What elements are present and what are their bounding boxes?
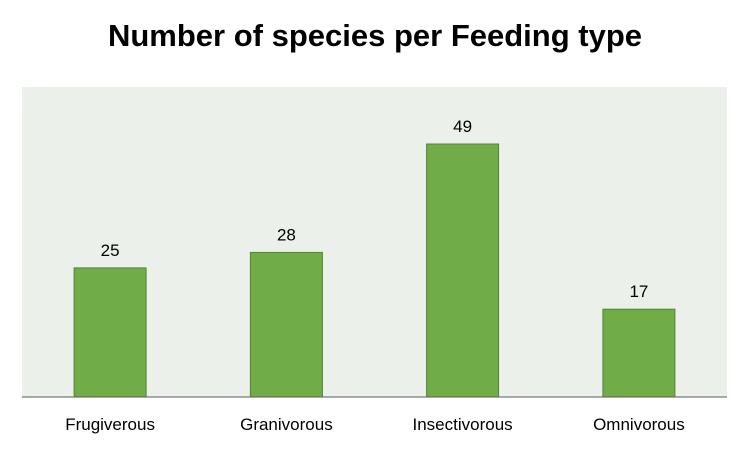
data-label-omnivorous: 17 [629, 282, 648, 301]
bars-layer [73, 143, 676, 398]
data-label-granivorous: 28 [277, 225, 296, 244]
tick-label-frugiverous: Frugiverous [65, 415, 155, 434]
tick-label-omnivorous: Omnivorous [593, 415, 685, 434]
x-tick-labels: Frugiverous Granivorous Insectivorous Omniv… [65, 415, 685, 434]
data-label-insectivorous: 49 [453, 117, 472, 136]
tick-label-insectivorous: Insectivorous [413, 415, 513, 434]
bar-granivorous [249, 251, 323, 398]
chart-title: Number of species per Feeding type [107, 18, 643, 53]
bar-omnivorous [602, 308, 676, 398]
data-label-frugiverous: 25 [101, 241, 120, 260]
labels-layer: 25 28 49 17 [101, 117, 649, 301]
bar-insectivorous [426, 143, 500, 398]
bar-frugiverous [73, 267, 147, 398]
tick-label-granivorous: Granivorous [240, 415, 333, 434]
